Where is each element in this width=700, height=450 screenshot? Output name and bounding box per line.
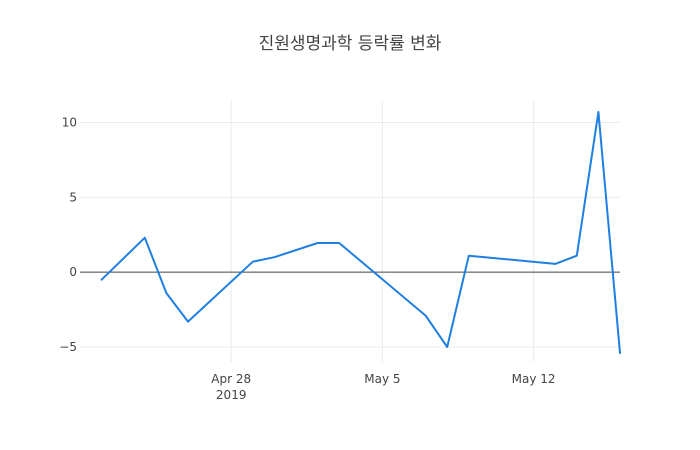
- data-point[interactable]: [186, 320, 190, 324]
- x-tick-label: Apr 28: [211, 372, 251, 386]
- data-point[interactable]: [251, 260, 255, 264]
- data-point[interactable]: [424, 314, 428, 318]
- y-tick-label: 0: [69, 265, 77, 279]
- data-point[interactable]: [143, 236, 147, 240]
- chart-title: 진원생명과학 등락률 변화: [259, 34, 442, 54]
- y-tick-label: 10: [62, 115, 77, 129]
- series-line: [100, 111, 621, 354]
- data-point[interactable]: [272, 255, 276, 259]
- data-point[interactable]: [100, 278, 104, 282]
- data-point[interactable]: [316, 241, 320, 245]
- axis-layer: 10 5 0 −5 Apr 28 2019 May 5 May 12: [59, 115, 620, 402]
- x-tick-label: May 5: [364, 372, 400, 386]
- x-tick-label: May 12: [512, 372, 556, 386]
- x-tick-sublabel: 2019: [216, 388, 247, 402]
- y-tick-label: −5: [59, 340, 77, 354]
- data-point[interactable]: [337, 241, 341, 245]
- data-point[interactable]: [553, 262, 557, 266]
- data-point[interactable]: [164, 291, 168, 295]
- data-point[interactable]: [445, 345, 449, 349]
- data-point[interactable]: [596, 110, 600, 114]
- data-point[interactable]: [618, 351, 622, 355]
- y-tick-label: 5: [69, 190, 77, 204]
- series-layer: [100, 110, 622, 355]
- data-point[interactable]: [575, 254, 579, 258]
- grid-layer: [80, 100, 620, 362]
- data-point[interactable]: [467, 254, 471, 258]
